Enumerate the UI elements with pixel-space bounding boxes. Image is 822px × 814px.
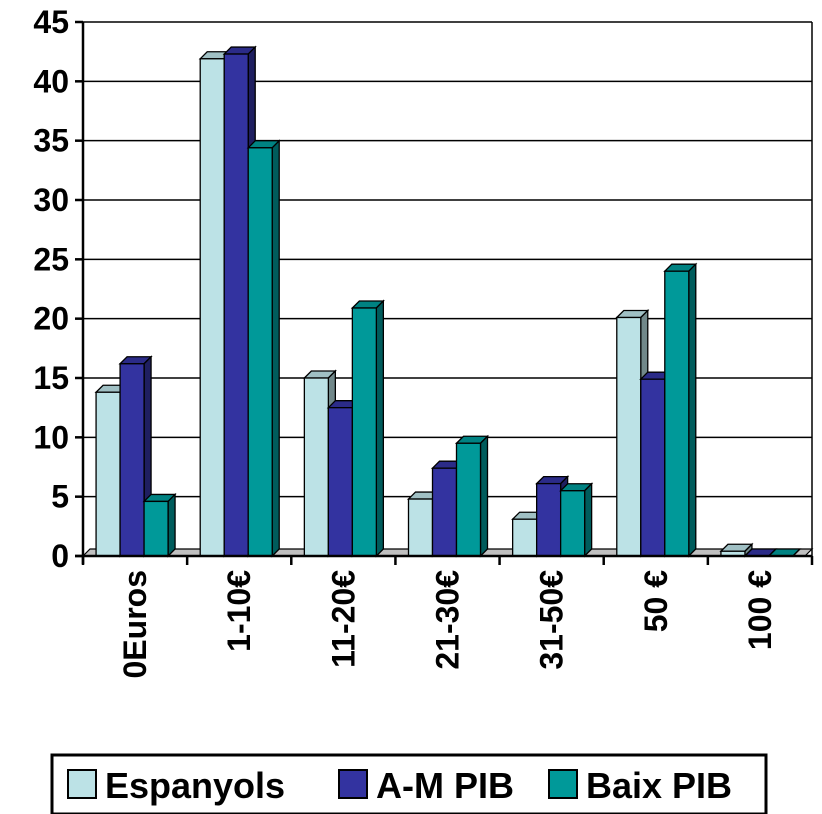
- bar-espanyols-31-50eur-front: [511, 518, 538, 557]
- bar-a-m-pib-31-50eur-front: [535, 482, 562, 557]
- bar-espanyols-0euros-front: [95, 391, 121, 557]
- legend-label-a-m-pib: A-M PIB: [376, 765, 514, 806]
- bar-baix-pib-21-30eur-front: [455, 442, 482, 557]
- bar-espanyols-21-30eur-front: [407, 498, 434, 557]
- bar-baix-pib-31-50eur-front: [559, 490, 586, 557]
- bar-baix-pib-11-20eur-front: [351, 307, 378, 557]
- bar-a-m-pib-0euros-front: [119, 363, 145, 557]
- bar-baix-pib-100-eur-side: [792, 548, 801, 557]
- x-tick-label-50-eur: 50 €: [638, 570, 674, 632]
- bar-a-m-pib-21-30eur-front: [431, 467, 458, 557]
- y-tick-label-20: 20: [33, 301, 69, 337]
- y-tick-label-35: 35: [33, 123, 69, 159]
- y-tick-label-30: 30: [33, 182, 69, 218]
- y-tick-label-0: 0: [51, 538, 69, 574]
- x-tick-label-21-30eur: 21-30€: [430, 570, 466, 670]
- x-tick-label-0euros: 0Euros: [117, 570, 153, 678]
- y-tick-label-40: 40: [33, 63, 69, 99]
- bar-baix-pib-50-eur: [663, 262, 698, 558]
- x-tick-labels: 0Euros 1-10€ 11-20€ 21-30€ 31-50€ 50 € 100 €: [117, 570, 778, 679]
- legend-swatch-a-m-pib: [338, 769, 368, 799]
- y-tick-label-15: 15: [33, 360, 69, 396]
- bar-baix-pib-50-eur-side: [688, 262, 697, 558]
- bar-baix-pib-0euros: [142, 492, 177, 558]
- bar-baix-pib-31-50eur-side: [583, 482, 593, 558]
- legend-box: [50, 753, 768, 814]
- legend-swatch-espanyols: [67, 769, 97, 799]
- y-tick-labels: 0 5 10 15 20 25 30 35 40 45: [33, 4, 69, 574]
- legend-label-espanyols: Espanyols: [105, 765, 285, 806]
- bar-a-m-pib-11-20eur-front: [327, 407, 354, 557]
- axes: [75, 20, 814, 565]
- bar-espanyols-11-20eur-front: [303, 377, 330, 557]
- y-tick-label-5: 5: [51, 479, 69, 515]
- bar-espanyols-50-eur-front: [616, 316, 642, 557]
- legend-swatch-baix-pib: [548, 769, 578, 799]
- x-tick-label-31-50eur: 31-50€: [534, 570, 570, 670]
- y-tick-label-45: 45: [33, 4, 69, 40]
- x-tick-label-100-eur: 100 €: [742, 570, 778, 650]
- bar-baix-pib-50-eur-front: [664, 270, 690, 557]
- bar-baix-pib-31-50eur: [559, 482, 594, 558]
- bar-baix-pib-11-20eur-side: [375, 299, 385, 558]
- bar-baix-pib-21-30eur-side: [479, 434, 489, 558]
- y-tick-label-25: 25: [33, 241, 69, 277]
- legend: Espanyols A-M PIB Baix PIB: [50, 753, 768, 814]
- bar-baix-pib-1-10eur: [246, 139, 281, 558]
- bar-baix-pib-1-10eur-front: [247, 147, 273, 557]
- bar-baix-pib-21-30eur: [454, 434, 490, 558]
- x-tick-label-11-20eur: 11-20€: [325, 570, 361, 668]
- bar-a-m-pib-1-10eur-front: [223, 53, 249, 557]
- x-tick-label-1-10eur: 1-10€: [221, 570, 257, 652]
- bar-espanyols-1-10eur-front: [199, 58, 225, 557]
- bar-baix-pib-0euros-front: [143, 500, 169, 557]
- bar-baix-pib-1-10eur-side: [271, 139, 280, 558]
- legend-label-baix-pib: Baix PIB: [586, 765, 732, 806]
- bar-baix-pib-11-20eur: [350, 299, 385, 558]
- bar-baix-pib-0euros-side: [167, 492, 176, 558]
- bar-espanyols-100-eur: [719, 542, 754, 558]
- bars: [94, 45, 802, 558]
- bar-a-m-pib-50-eur-front: [640, 378, 666, 557]
- y-tick-label-10: 10: [33, 419, 69, 455]
